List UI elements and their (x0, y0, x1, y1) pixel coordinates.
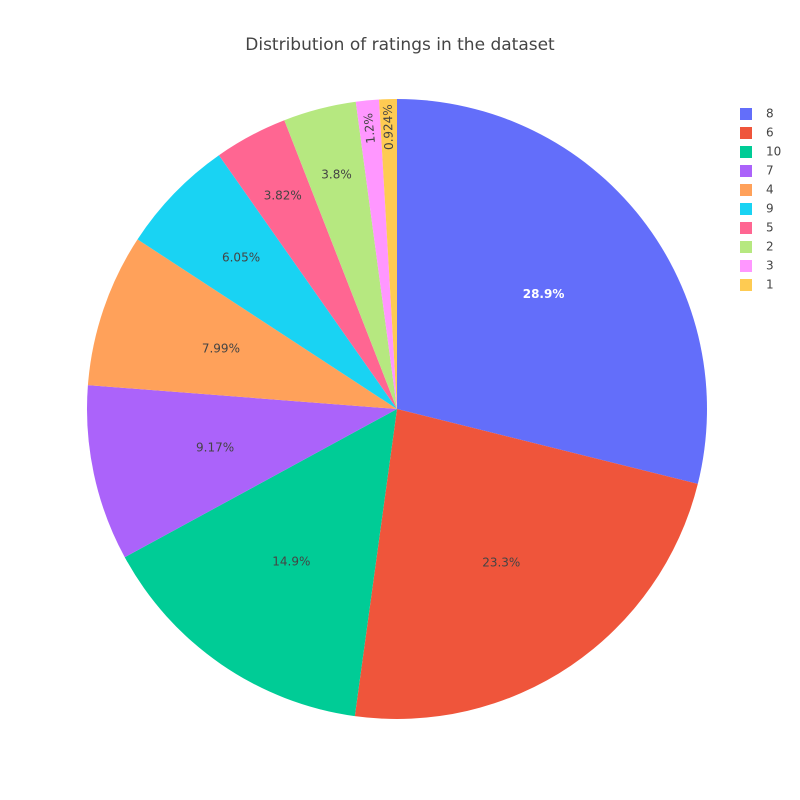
legend-swatch-2 (740, 241, 752, 253)
legend-swatch-1 (740, 279, 752, 291)
legend-swatch-8 (740, 108, 752, 120)
legend-item-7[interactable]: 7 (740, 164, 774, 178)
legend-item-6[interactable]: 6 (740, 126, 774, 140)
legend-label-4: 4 (766, 183, 774, 197)
legend-item-5[interactable]: 5 (740, 221, 774, 235)
legend-item-2[interactable]: 2 (740, 240, 774, 254)
pie-labels: 28.9% 23.3% 14.9% 9.17% 7.99% 6.05% 3.82% 3.8% 1… (196, 104, 564, 569)
legend-label-3: 3 (766, 259, 774, 273)
pie-slice-10[interactable] (124, 409, 397, 717)
slice-label-6: 23.3% (482, 556, 520, 570)
legend: 8 6 10 7 4 9 5 2 3 1 (740, 107, 781, 292)
legend-label-10: 10 (766, 145, 781, 159)
legend-label-8: 8 (766, 107, 774, 121)
legend-label-1: 1 (766, 278, 774, 292)
slice-label-9: 6.05% (222, 251, 260, 265)
slice-label-7: 9.17% (196, 440, 234, 454)
slice-label-1: 0.924% (381, 104, 396, 150)
legend-item-4[interactable]: 4 (740, 183, 774, 197)
legend-swatch-5 (740, 222, 752, 234)
legend-item-3[interactable]: 3 (740, 259, 774, 273)
legend-swatch-4 (740, 184, 752, 196)
slice-label-2: 3.8% (321, 167, 352, 181)
pie-slice-1[interactable] (379, 99, 397, 409)
chart-title: Distribution of ratings in the dataset (245, 35, 555, 55)
pie-slice-3[interactable] (355, 99, 397, 410)
legend-label-6: 6 (766, 126, 774, 140)
slice-label-8: 28.9% (523, 287, 565, 301)
legend-swatch-10 (740, 146, 752, 158)
slice-label-5: 3.82% (264, 188, 302, 202)
slice-label-3: 1.2% (361, 112, 378, 144)
pie-slice-4[interactable] (87, 239, 398, 409)
legend-item-8[interactable]: 8 (740, 107, 774, 121)
pie-slice-6[interactable] (354, 409, 698, 720)
pie-slice-9[interactable] (137, 155, 397, 409)
legend-label-9: 9 (766, 202, 774, 216)
pie-slice-8[interactable] (397, 99, 707, 484)
legend-item-1[interactable]: 1 (740, 278, 774, 292)
legend-swatch-6 (740, 127, 752, 139)
legend-label-7: 7 (766, 164, 774, 178)
legend-label-2: 2 (766, 240, 774, 254)
pie-slices (86, 99, 707, 720)
slice-label-10: 14.9% (272, 555, 310, 569)
legend-swatch-3 (740, 260, 752, 272)
legend-item-10[interactable]: 10 (740, 145, 781, 159)
pie-slice-5[interactable] (218, 120, 397, 409)
legend-item-9[interactable]: 9 (740, 202, 774, 216)
pie-slice-7[interactable] (86, 385, 398, 558)
pie-slice-2[interactable] (284, 101, 397, 409)
slice-label-4: 7.99% (202, 342, 240, 356)
legend-swatch-9 (740, 203, 752, 215)
legend-swatch-7 (740, 165, 752, 177)
legend-label-5: 5 (766, 221, 774, 235)
